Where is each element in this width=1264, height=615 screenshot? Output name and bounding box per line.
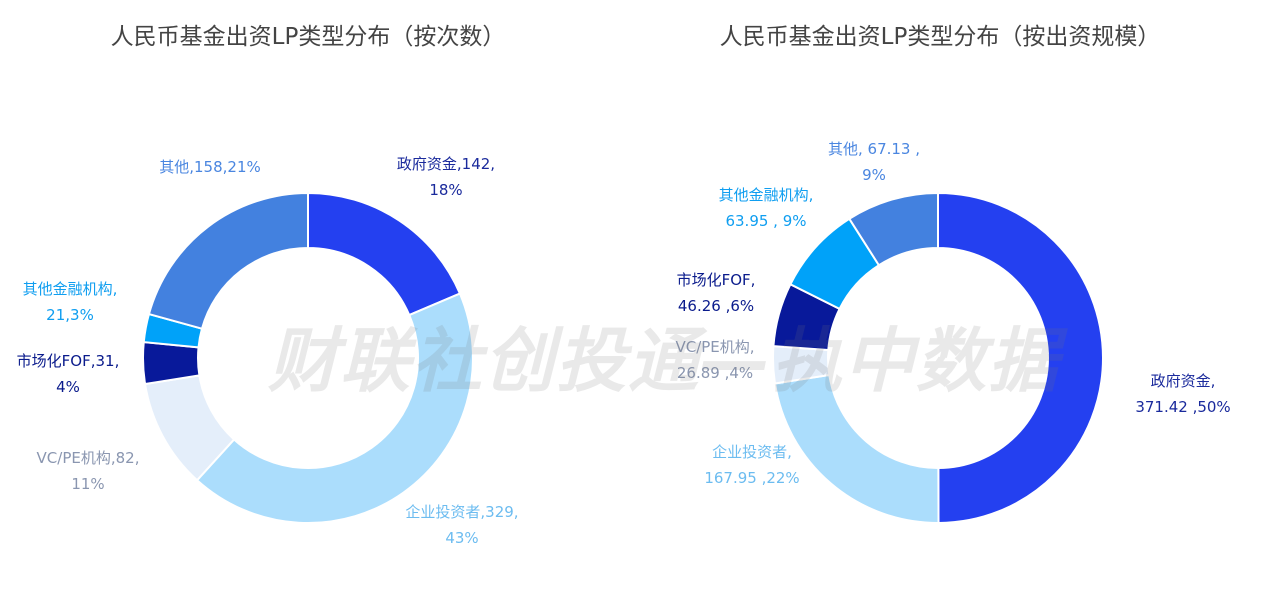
slice-label-line: 其他金融机构, <box>23 280 118 298</box>
chart-title-by-amount: 人民币基金出资LP类型分布（按出资规模） <box>720 24 1161 50</box>
slice-label-0-3: 市场化FOF,31, 4% <box>17 352 120 396</box>
slice-label-0-1: 企业投资者,329, 43% <box>405 503 518 547</box>
donut-slice-1-5 <box>847 191 939 267</box>
slice-label-1-3: 市场化FOF, 46.26 ,6% <box>677 271 756 315</box>
donut-slice-1-0 <box>937 191 1104 525</box>
slice-label-1-1: 企业投资者, 167.95 ,22% <box>704 443 799 487</box>
slice-label-line: 63.95 , 9% <box>725 212 806 230</box>
slice-label-0-2: VC/PE机构,82, 11% <box>37 449 140 493</box>
slice-label-line: VC/PE机构, <box>675 338 754 356</box>
watermark: 财联社创投通—执中数据 <box>268 320 1060 402</box>
slice-label-line: 政府资金, <box>1151 372 1216 390</box>
slice-label-line: 市场化FOF,31, <box>17 352 120 370</box>
slice-label-line: 政府资金,142, <box>397 155 495 173</box>
slice-label-line: 18% <box>429 181 462 199</box>
slice-label-line: 167.95 ,22% <box>704 469 799 487</box>
donut-by-amount: 政府资金, 371.42 ,50% 企业投资者, 167.95 ,22% VC/PE机构… <box>675 140 1231 525</box>
slice-label-line: 其他, 67.13 , <box>828 140 920 158</box>
slice-label-1-0: 政府资金, 371.42 ,50% <box>1135 372 1230 416</box>
donut-slice-0-5 <box>147 191 309 330</box>
slice-label-1-4: 其他金融机构, 63.95 , 9% <box>719 186 814 230</box>
slice-label-line: 43% <box>445 529 478 547</box>
slice-label-line: 其他金融机构, <box>719 186 814 204</box>
slice-label-line: VC/PE机构,82, <box>37 449 140 467</box>
slice-label-line: 其他,158,21% <box>159 158 261 176</box>
slice-label-line: 11% <box>71 475 104 493</box>
donut-slice-0-0 <box>307 191 462 317</box>
slice-label-line: 9% <box>862 166 886 184</box>
slice-label-1-2: VC/PE机构, 26.89 ,4% <box>675 338 754 382</box>
slice-label-line: 4% <box>56 378 80 396</box>
slice-label-line: 371.42 ,50% <box>1135 398 1230 416</box>
slice-label-line: 企业投资者, <box>712 443 792 461</box>
donut-slice-0-1 <box>195 292 474 524</box>
slice-label-1-5: 其他, 67.13 , 9% <box>828 140 920 184</box>
slice-label-line: 市场化FOF, <box>677 271 756 289</box>
slice-label-0-4: 其他金融机构, 21,3% <box>23 280 118 324</box>
slice-label-line: 46.26 ,6% <box>678 297 754 315</box>
slice-label-line: 企业投资者,329, <box>405 503 518 521</box>
slice-label-line: 26.89 ,4% <box>677 364 753 382</box>
chart-title-by-count: 人民币基金出资LP类型分布（按次数） <box>111 24 506 50</box>
slice-label-0-0: 政府资金,142, 18% <box>397 155 495 199</box>
slice-label-0-5: 其他,158,21% <box>159 158 261 176</box>
slice-label-line: 21,3% <box>46 306 94 324</box>
donut-by-count: 政府资金,142, 18% 企业投资者,329, 43% VC/PE机构,82, 11% 市… <box>17 155 519 547</box>
